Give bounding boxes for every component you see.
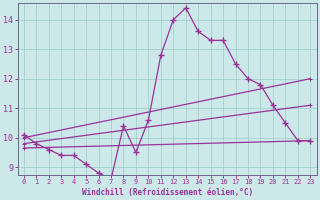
X-axis label: Windchill (Refroidissement éolien,°C): Windchill (Refroidissement éolien,°C) [82,188,253,197]
